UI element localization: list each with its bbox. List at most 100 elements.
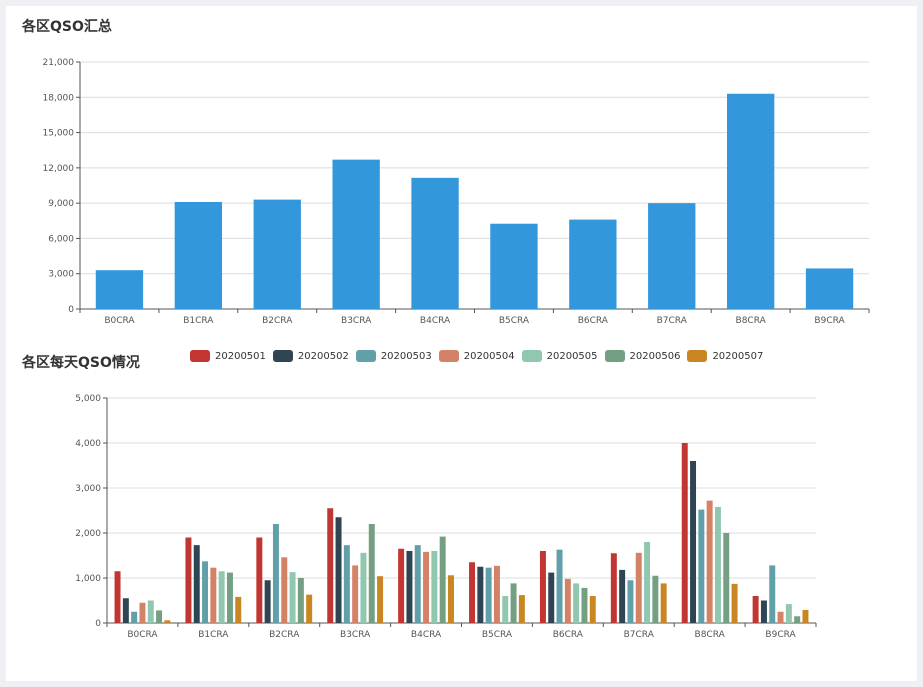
legend-item[interactable]: 20200504: [438, 350, 515, 362]
x-tick-label: B9CRA: [765, 630, 796, 640]
bar-B7CRA-20200507[interactable]: [660, 583, 667, 623]
bar-B1CRA-20200507[interactable]: [235, 596, 242, 623]
bar-B5CRA-20200506[interactable]: [510, 583, 517, 623]
bar-B7CRA[interactable]: [648, 203, 696, 309]
bar-B6CRA-20200505[interactable]: [573, 583, 580, 623]
legend-item[interactable]: 20200505: [521, 350, 598, 362]
bar-B6CRA-20200504[interactable]: [564, 578, 571, 623]
bar-B0CRA-20200502[interactable]: [122, 598, 129, 623]
bar-B1CRA-20200504[interactable]: [210, 567, 217, 623]
bar-B2CRA-20200503[interactable]: [272, 524, 279, 623]
x-tick-label: B3CRA: [341, 316, 372, 326]
y-tick-label: 4,000: [75, 439, 101, 449]
x-tick-label: B7CRA: [624, 630, 655, 640]
bar-B3CRA[interactable]: [332, 159, 380, 309]
bar-B9CRA-20200502[interactable]: [760, 600, 767, 624]
y-tick-label: 5,000: [75, 394, 101, 404]
bar-B4CRA[interactable]: [411, 177, 459, 309]
bar-B5CRA-20200504[interactable]: [493, 565, 500, 623]
legend-swatch: [355, 350, 376, 362]
bar-B8CRA-20200502[interactable]: [690, 461, 697, 623]
bar-B1CRA-20200502[interactable]: [193, 545, 200, 623]
bar-B0CRA-20200505[interactable]: [147, 600, 154, 624]
bar-B5CRA-20200501[interactable]: [469, 562, 476, 623]
bar-B3CRA-20200507[interactable]: [377, 576, 384, 623]
bar-B9CRA-20200501[interactable]: [752, 596, 759, 623]
bar-B2CRA-20200505[interactable]: [289, 572, 296, 623]
bar-B7CRA-20200503[interactable]: [627, 580, 634, 623]
bar-B8CRA-20200505[interactable]: [714, 506, 721, 623]
bar-B8CRA-20200501[interactable]: [681, 443, 688, 623]
legend-item[interactable]: 20200502: [272, 350, 349, 362]
bar-B6CRA-20200502[interactable]: [548, 572, 555, 623]
bar-B3CRA-20200505[interactable]: [360, 552, 367, 623]
bar-B8CRA-20200506[interactable]: [723, 533, 730, 623]
bar-B5CRA-20200505[interactable]: [502, 596, 509, 623]
legend-label: 20200503: [380, 350, 432, 362]
bar-B4CRA-20200505[interactable]: [431, 551, 438, 623]
bar-B9CRA[interactable]: [805, 268, 854, 309]
bar-B3CRA-20200504[interactable]: [352, 565, 359, 623]
bar-B0CRA-20200503[interactable]: [131, 611, 138, 623]
bar-B5CRA-20200503[interactable]: [485, 567, 492, 623]
bar-B6CRA-20200501[interactable]: [539, 551, 546, 623]
bar-B2CRA-20200507[interactable]: [306, 594, 313, 623]
bar-B7CRA-20200504[interactable]: [635, 552, 642, 623]
bar-B6CRA[interactable]: [569, 219, 617, 309]
bar-B7CRA-20200501[interactable]: [610, 553, 617, 623]
bar-B0CRA-20200504[interactable]: [139, 602, 146, 623]
legend-item[interactable]: 20200503: [355, 350, 432, 362]
bar-B4CRA-20200502[interactable]: [406, 551, 413, 623]
legend-swatch: [604, 350, 625, 362]
bar-B3CRA-20200506[interactable]: [368, 524, 375, 623]
bar-B9CRA-20200504[interactable]: [777, 611, 784, 623]
bar-B3CRA-20200501[interactable]: [327, 508, 334, 623]
bar-B8CRA[interactable]: [726, 93, 775, 309]
bar-B4CRA-20200506[interactable]: [439, 536, 446, 623]
bar-B8CRA-20200503[interactable]: [698, 509, 705, 623]
bar-B4CRA-20200501[interactable]: [398, 548, 405, 623]
legend-item[interactable]: 20200507: [687, 350, 763, 362]
bar-B4CRA-20200507[interactable]: [447, 575, 454, 623]
bar-B3CRA-20200503[interactable]: [343, 545, 350, 623]
bar-B0CRA[interactable]: [95, 270, 144, 309]
bar-B5CRA-20200507[interactable]: [518, 595, 525, 623]
bar-B3CRA-20200502[interactable]: [335, 517, 342, 623]
bar-B6CRA-20200503[interactable]: [556, 549, 563, 623]
bar-B6CRA-20200507[interactable]: [589, 596, 596, 623]
bar-B2CRA-20200501[interactable]: [256, 537, 263, 624]
bar-B1CRA-20200503[interactable]: [202, 561, 209, 623]
bar-B2CRA[interactable]: [253, 199, 301, 309]
bar-B6CRA-20200506[interactable]: [581, 587, 588, 623]
bar-B4CRA-20200503[interactable]: [414, 545, 421, 623]
bar-B9CRA-20200503[interactable]: [769, 565, 776, 623]
bar-B1CRA-20200505[interactable]: [218, 571, 225, 623]
bar-B2CRA-20200502[interactable]: [264, 580, 271, 623]
bar-B9CRA-20200506[interactable]: [794, 616, 801, 623]
bar-B0CRA-20200507[interactable]: [164, 620, 171, 623]
legend-item[interactable]: 20200506: [604, 350, 681, 362]
legend-item[interactable]: 20200501: [190, 350, 266, 362]
y-tick-label: 3,000: [48, 270, 74, 280]
bar-B7CRA-20200506[interactable]: [652, 575, 659, 623]
bar-B8CRA-20200504[interactable]: [706, 500, 713, 623]
bar-B5CRA[interactable]: [490, 223, 538, 309]
bar-B4CRA-20200504[interactable]: [423, 551, 430, 623]
bar-B5CRA-20200502[interactable]: [477, 566, 484, 623]
bar-B7CRA-20200502[interactable]: [619, 569, 626, 623]
legend-label: 20200504: [463, 350, 515, 362]
bar-B9CRA-20200505[interactable]: [785, 604, 792, 623]
bar-B7CRA-20200505[interactable]: [644, 542, 651, 623]
bar-B1CRA-20200506[interactable]: [226, 572, 233, 623]
bar-B2CRA-20200506[interactable]: [297, 578, 304, 623]
legend-label: 20200506: [629, 350, 681, 362]
bar-B9CRA-20200507[interactable]: [802, 609, 809, 623]
bar-B1CRA[interactable]: [174, 201, 223, 309]
bar-B8CRA-20200507[interactable]: [731, 583, 738, 623]
bar-B0CRA-20200506[interactable]: [156, 610, 163, 623]
bar-B0CRA-20200501[interactable]: [114, 571, 121, 623]
bar-B1CRA-20200501[interactable]: [185, 537, 192, 624]
x-tick-label: B2CRA: [262, 316, 293, 326]
y-tick-label: 21,000: [43, 58, 75, 68]
bar-B2CRA-20200504[interactable]: [281, 557, 288, 623]
